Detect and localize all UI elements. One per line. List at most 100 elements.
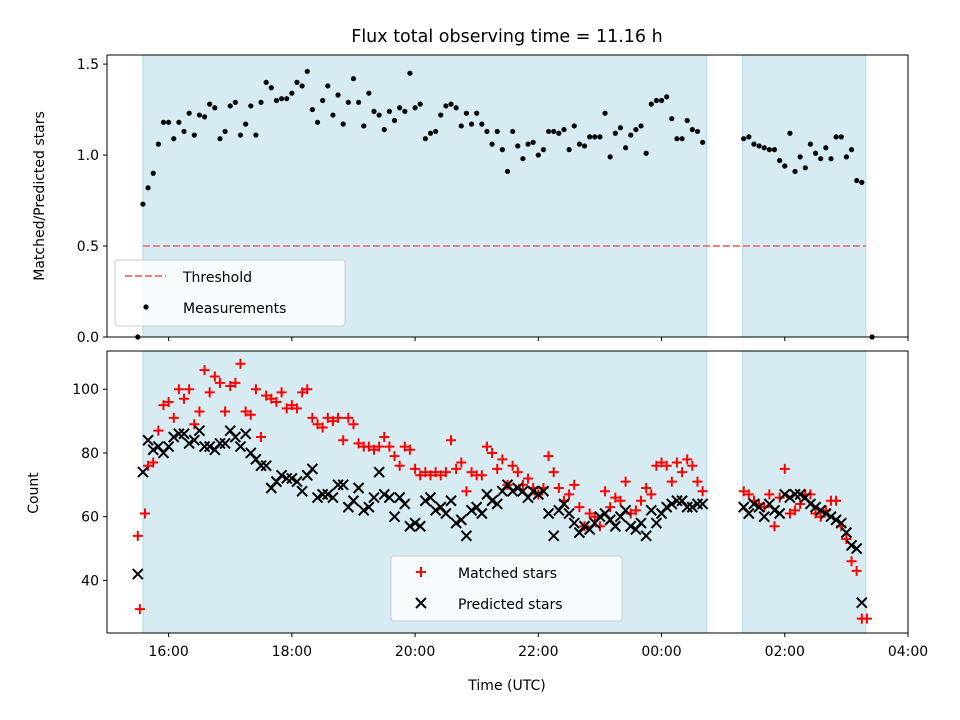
measurement-point [412, 105, 418, 111]
predicted-stars-point [445, 495, 457, 507]
predicted-stars-point [255, 460, 267, 472]
measurement-point [504, 168, 511, 175]
top-panel: 0.0 0.5 1.0 1.5 Threshold Measurements [77, 54, 909, 346]
measurement-point [438, 112, 444, 118]
predicted-stars-point [137, 466, 149, 478]
matched-stars-point [620, 476, 631, 487]
measurement-point [643, 150, 649, 156]
matched-stars-point [451, 463, 462, 474]
predicted-stars-point [429, 504, 442, 517]
matched-stars-point [677, 467, 688, 478]
predicted-stars-point [784, 491, 796, 504]
predicted-stars-point [450, 517, 462, 529]
predicted-stars-point [789, 488, 801, 501]
measurement-point [653, 97, 660, 104]
predicted-stars-point [399, 498, 411, 510]
matched-stars-point [343, 412, 354, 423]
matched-stars-point [302, 384, 313, 395]
measurement-point [397, 105, 403, 111]
predicted-stars-point [173, 428, 185, 440]
matched-stars-point [379, 432, 390, 443]
measurement-point [248, 103, 254, 109]
measurement-point [201, 114, 208, 120]
predicted-stars-point [850, 542, 863, 555]
measurement-point [689, 126, 695, 133]
predicted-stars-point [537, 485, 550, 497]
matched-stars-point [312, 419, 323, 430]
predicted-stars-point [388, 510, 401, 523]
matched-stars-point [574, 502, 585, 513]
measurement-point [155, 141, 161, 147]
measurement-point [494, 128, 500, 135]
measurement-point [746, 134, 752, 140]
measurement-point [340, 121, 346, 127]
measurement-point [540, 147, 547, 153]
matched-stars-point [158, 400, 169, 411]
matched-stars-point [764, 489, 775, 500]
measurement-point [458, 123, 464, 129]
predicted-stars-point [260, 460, 272, 472]
matched-stars-point [841, 534, 852, 544]
matched-stars-point [415, 470, 426, 481]
matched-stars-point [743, 489, 754, 500]
measurement-point [617, 125, 624, 131]
measurement-point [777, 157, 783, 164]
matched-stars-point [543, 451, 554, 462]
measurement-point [443, 103, 449, 109]
measurement-point [140, 201, 146, 207]
matched-stars-point [333, 412, 344, 423]
matched-stars-point [553, 483, 564, 494]
measurement-point [535, 152, 541, 158]
predicted-stars-point [460, 530, 473, 542]
measurement-point [633, 126, 639, 133]
matched-stars-point [564, 489, 575, 500]
matched-stars-point [784, 508, 795, 519]
measurement-point [674, 136, 680, 142]
bottom-axes-frame [106, 350, 909, 634]
predicted-stars-point [563, 507, 575, 520]
top-ytick-label: 1.5 [77, 57, 99, 73]
shaded-observing-window [742, 350, 867, 634]
measurement-point [237, 132, 244, 138]
x-axis-label: Time (UTC) [467, 678, 545, 694]
measurement-point [181, 128, 187, 135]
matched-stars-point [790, 505, 801, 516]
measurement-point [648, 101, 654, 107]
measurement-point [843, 154, 849, 160]
measurement-point [823, 145, 829, 151]
matched-stars-point [194, 406, 205, 417]
matched-stars-point [646, 489, 657, 500]
predicted-stars-point [373, 466, 385, 478]
matched-stars-point [271, 396, 282, 407]
predicted-stars-point [645, 504, 657, 517]
matched-stars-point [168, 412, 179, 423]
measurement-point [761, 145, 767, 151]
measurement-point [700, 139, 706, 145]
matched-stars-point [220, 406, 231, 417]
matched-stars-point [297, 387, 308, 398]
matched-stars-point [512, 467, 523, 478]
measurement-point [186, 110, 192, 116]
measurement-point [474, 110, 480, 116]
measurement-point [381, 126, 387, 133]
predicted-stars-point [542, 507, 555, 520]
predicted-stars-point [856, 597, 868, 609]
predicted-stars-point [440, 507, 452, 520]
bottom-ylabel: Count [26, 472, 42, 514]
matched-stars-point [399, 441, 410, 452]
matched-stars-point [214, 377, 225, 388]
predicted-stars-point [178, 428, 190, 440]
measurement-point [802, 165, 808, 171]
measurement-point [345, 99, 351, 105]
matched-stars-point [348, 419, 359, 430]
predicted-stars-point [188, 434, 200, 446]
matched-stars-point [204, 387, 215, 398]
measurement-point [561, 126, 567, 133]
predicted-stars-point [229, 431, 242, 443]
measurement-point [453, 105, 459, 111]
measurement-point [581, 143, 588, 149]
measurement-point [515, 143, 521, 149]
matched-stars-point [394, 460, 405, 471]
matched-stars-point [651, 460, 662, 471]
bottom-ytick-label: 100 [72, 382, 99, 398]
